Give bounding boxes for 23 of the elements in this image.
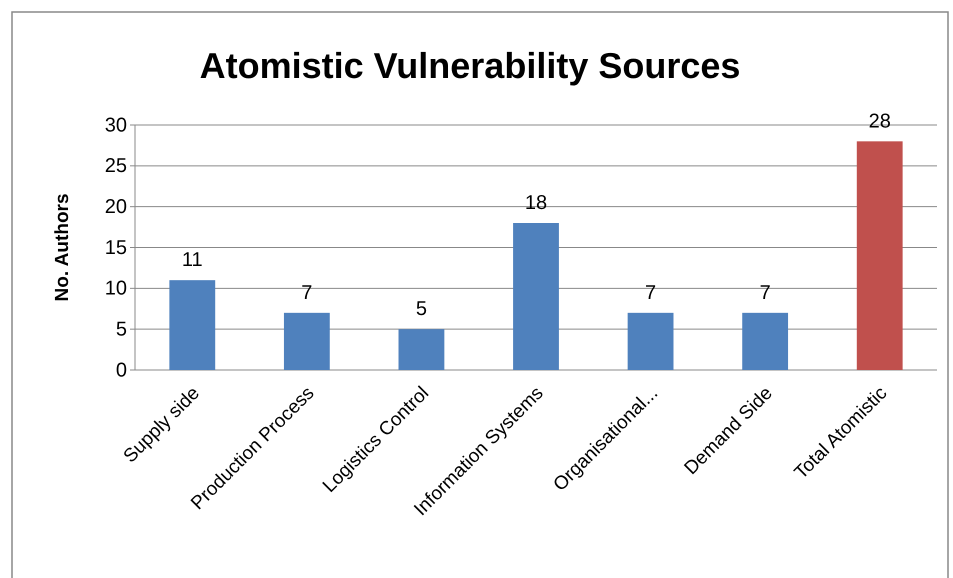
bar xyxy=(398,329,444,370)
data-label: 28 xyxy=(868,110,891,132)
y-tick-label: 15 xyxy=(104,236,127,259)
bar xyxy=(284,312,330,370)
data-label: 7 xyxy=(760,282,771,304)
bar xyxy=(628,312,674,370)
y-tick-label: 10 xyxy=(104,278,127,300)
y-tick-label: 20 xyxy=(104,196,127,218)
data-label: 5 xyxy=(416,298,427,320)
bar xyxy=(169,280,216,370)
y-tick-label: 5 xyxy=(116,318,127,341)
chart-title: Atomistic Vulnerability Sources xyxy=(200,45,740,86)
data-label: 11 xyxy=(182,249,203,272)
bar xyxy=(513,223,559,370)
data-label: 18 xyxy=(524,192,548,214)
data-label: 7 xyxy=(645,282,656,304)
data-label: 7 xyxy=(301,282,312,304)
bar xyxy=(856,141,903,370)
y-axis-title: No. Authors xyxy=(52,193,73,302)
y-tick-label: 30 xyxy=(104,114,127,136)
bar xyxy=(742,312,788,370)
y-tick-label: 25 xyxy=(104,155,127,178)
y-tick-label: 0 xyxy=(116,359,127,382)
